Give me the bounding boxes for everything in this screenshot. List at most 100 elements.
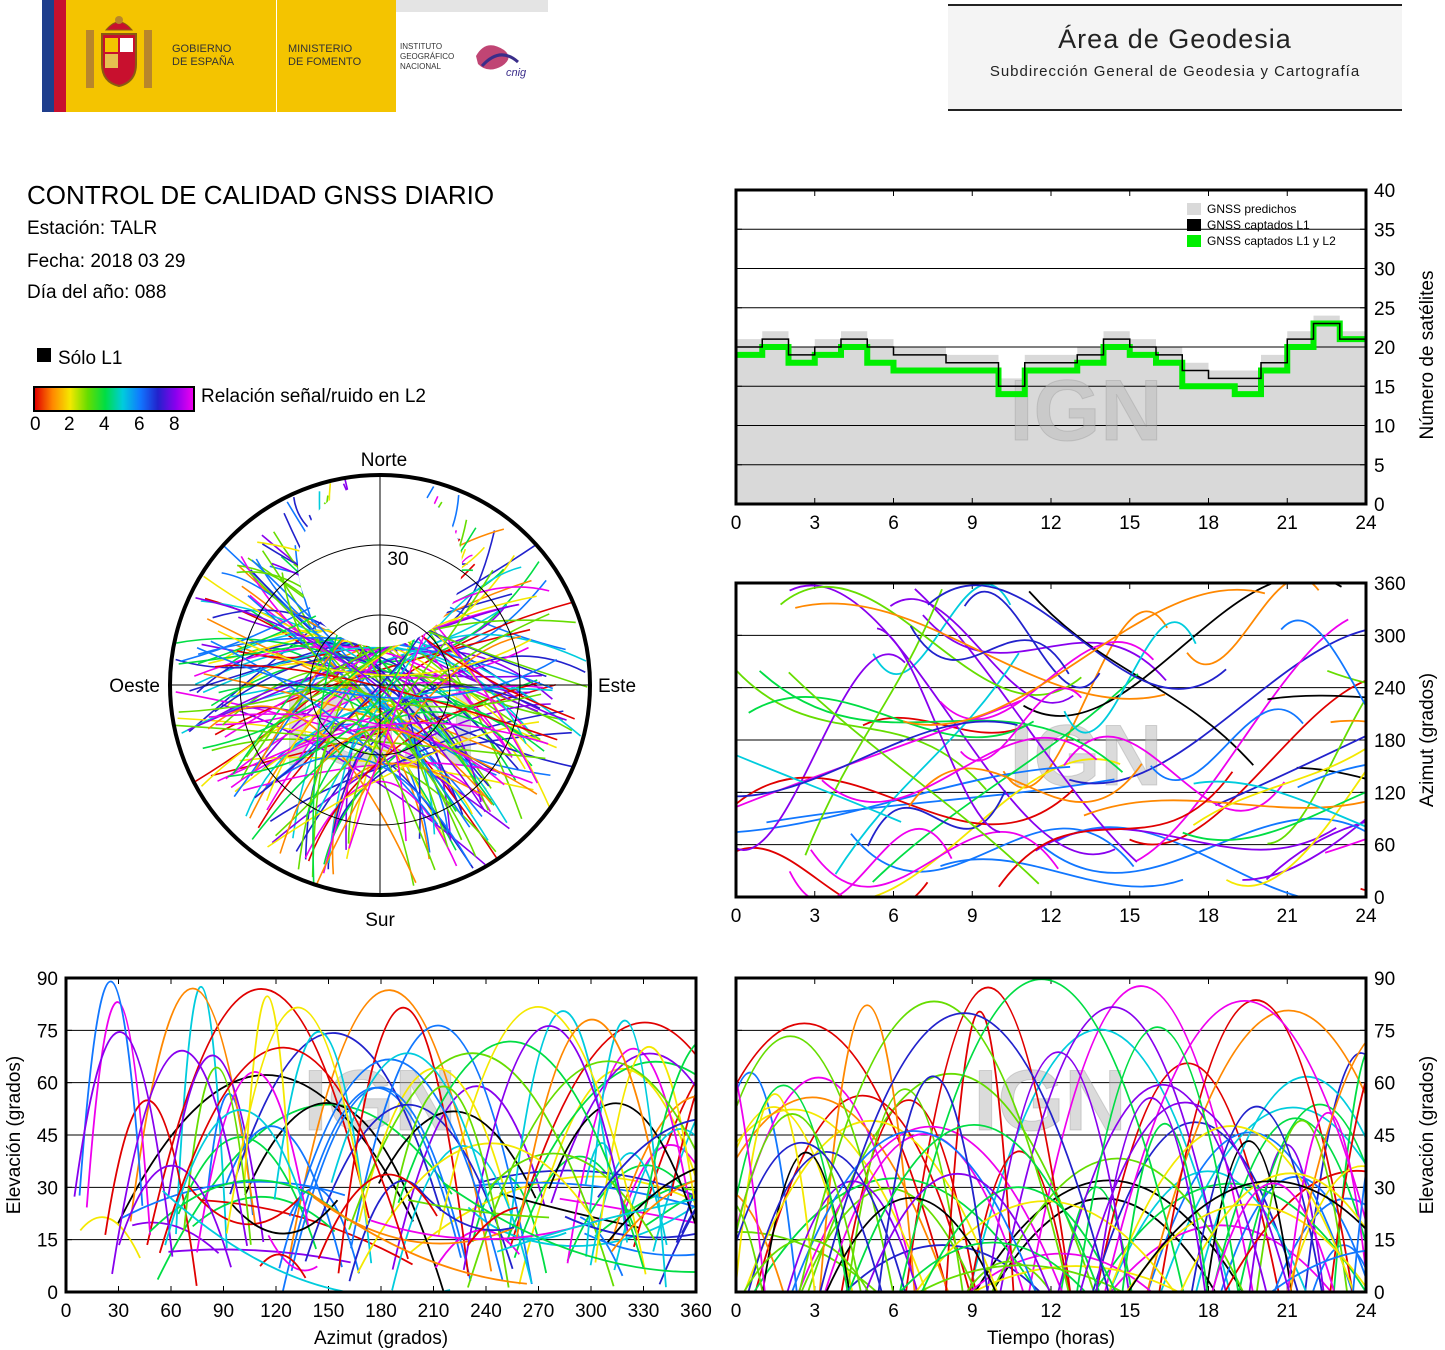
satellite-track [507, 1010, 613, 1244]
satellite-track [864, 1173, 1051, 1292]
satellite-track [496, 1198, 696, 1253]
satellite-track [515, 1018, 661, 1240]
satellite-track [908, 763, 1143, 808]
satellite-track [311, 719, 436, 878]
satellite-track [917, 1264, 1125, 1292]
ring-label: 60 [387, 619, 408, 640]
satellite-track [877, 1075, 989, 1292]
satellite-track [307, 681, 541, 862]
ministerio-label: MINISTERIO DE FOMENTO [288, 43, 362, 68]
south-label: Sur [365, 910, 395, 931]
satellite-track [1179, 1172, 1366, 1292]
y-tick-label: 240 [1374, 679, 1406, 700]
satellite-track [903, 588, 1266, 726]
satellite-track [129, 987, 257, 1227]
x-axis-label: Azimut (grados) [314, 1328, 448, 1349]
x-tick-label: 3 [809, 906, 820, 927]
y-tick-label: 15 [1374, 377, 1395, 398]
y-tick-label: 15 [37, 1231, 58, 1252]
satellite-track [1127, 1180, 1366, 1292]
y-tick-label: 360 [1374, 574, 1406, 595]
x-tick-label: 15 [1119, 906, 1140, 927]
satellite-track [825, 1197, 997, 1292]
satellite-track [1150, 708, 1304, 782]
satellite-track [1002, 610, 1168, 789]
x-tick-label: 24 [1355, 513, 1377, 534]
report-title: CONTROL DE CALIDAD GNSS DIARIO [27, 180, 495, 210]
ign-watermark: IGN [1010, 363, 1163, 459]
satellite-track [804, 588, 943, 856]
satellite-track [242, 762, 533, 792]
x-tick-label: 60 [160, 1301, 181, 1322]
satellite-track [85, 1001, 152, 1235]
satellite-track [221, 703, 486, 866]
satellite-track [1215, 734, 1366, 807]
satellite-track [225, 681, 531, 780]
satellite-track [1296, 766, 1366, 780]
satellite-track [243, 995, 292, 1185]
x-tick-label: 0 [731, 513, 742, 534]
satellite-track [168, 1248, 351, 1264]
satellite-track [1095, 1097, 1207, 1292]
y-tick-label: 45 [1374, 1126, 1395, 1147]
satellite-track [1125, 1203, 1366, 1292]
satellite-track [248, 572, 477, 857]
satellite-track [736, 699, 1022, 809]
satellite-track [633, 1079, 696, 1248]
satellite-track [313, 566, 522, 820]
x-tick-label: 21 [1277, 1301, 1298, 1322]
satellite-track [736, 668, 987, 791]
satellite-track [1211, 1182, 1336, 1292]
y-tick-label: 75 [1374, 1021, 1395, 1042]
satellite-track [1023, 583, 1342, 717]
snr-colorbar [33, 386, 195, 412]
x-tick-label: 24 [1355, 906, 1377, 927]
ign-label: INSTITUTO GEOGRÁFICO NACIONAL [400, 42, 455, 71]
satellite-track [214, 656, 421, 839]
y-tick-label: 75 [37, 1021, 58, 1042]
satellite-track [1192, 747, 1366, 826]
satellite-track [328, 633, 587, 864]
satellite-track [1104, 999, 1366, 1292]
solo-l1-swatch [37, 348, 51, 362]
satellite-track [821, 736, 1098, 803]
y-tick-label: 30 [37, 1178, 58, 1199]
legend-label: GNSS captados L1 [1207, 218, 1310, 232]
x-tick-label: 150 [313, 1301, 345, 1322]
satellite-track [164, 1109, 304, 1246]
satellite-track [1093, 1182, 1366, 1292]
y-axis-label: Número de satélites [1417, 271, 1438, 440]
satellite-track [162, 1190, 451, 1292]
geodesia-panel [948, 6, 1402, 110]
satellite-track [810, 831, 1059, 888]
satellite-track [348, 1179, 427, 1282]
x-tick-label: 12 [1040, 906, 1061, 927]
satellite-track [1205, 1140, 1293, 1292]
satellite-track [1057, 1083, 1268, 1292]
satellite-track [290, 1086, 472, 1282]
satellite-track [847, 1123, 1101, 1292]
satellite-track [347, 613, 550, 844]
satellite-track [791, 1130, 1037, 1292]
satellite-track [862, 716, 1028, 734]
satellite-track [1146, 1009, 1366, 1292]
satellite-track [1063, 621, 1197, 734]
satellite-track [986, 1051, 1130, 1292]
satellite-track [187, 1185, 302, 1226]
satellite-track [963, 590, 1101, 689]
satellite-track [736, 1203, 764, 1292]
satellite-track [1267, 696, 1366, 845]
satellite-track [348, 1052, 615, 1287]
satellite-track [960, 687, 1082, 762]
satellite-track [240, 619, 576, 781]
satellite-track [1083, 799, 1366, 817]
satellite-track [905, 986, 1072, 1292]
satellite-track [579, 1216, 624, 1277]
satellite-track [337, 1006, 470, 1277]
satellite-track [652, 1117, 696, 1252]
solo-l1-label: Sólo L1 [58, 348, 123, 369]
x-tick-label: 18 [1198, 1301, 1219, 1322]
satellite-track [643, 1042, 696, 1213]
satellite-track [736, 1093, 816, 1292]
satellite-track [259, 1253, 307, 1279]
